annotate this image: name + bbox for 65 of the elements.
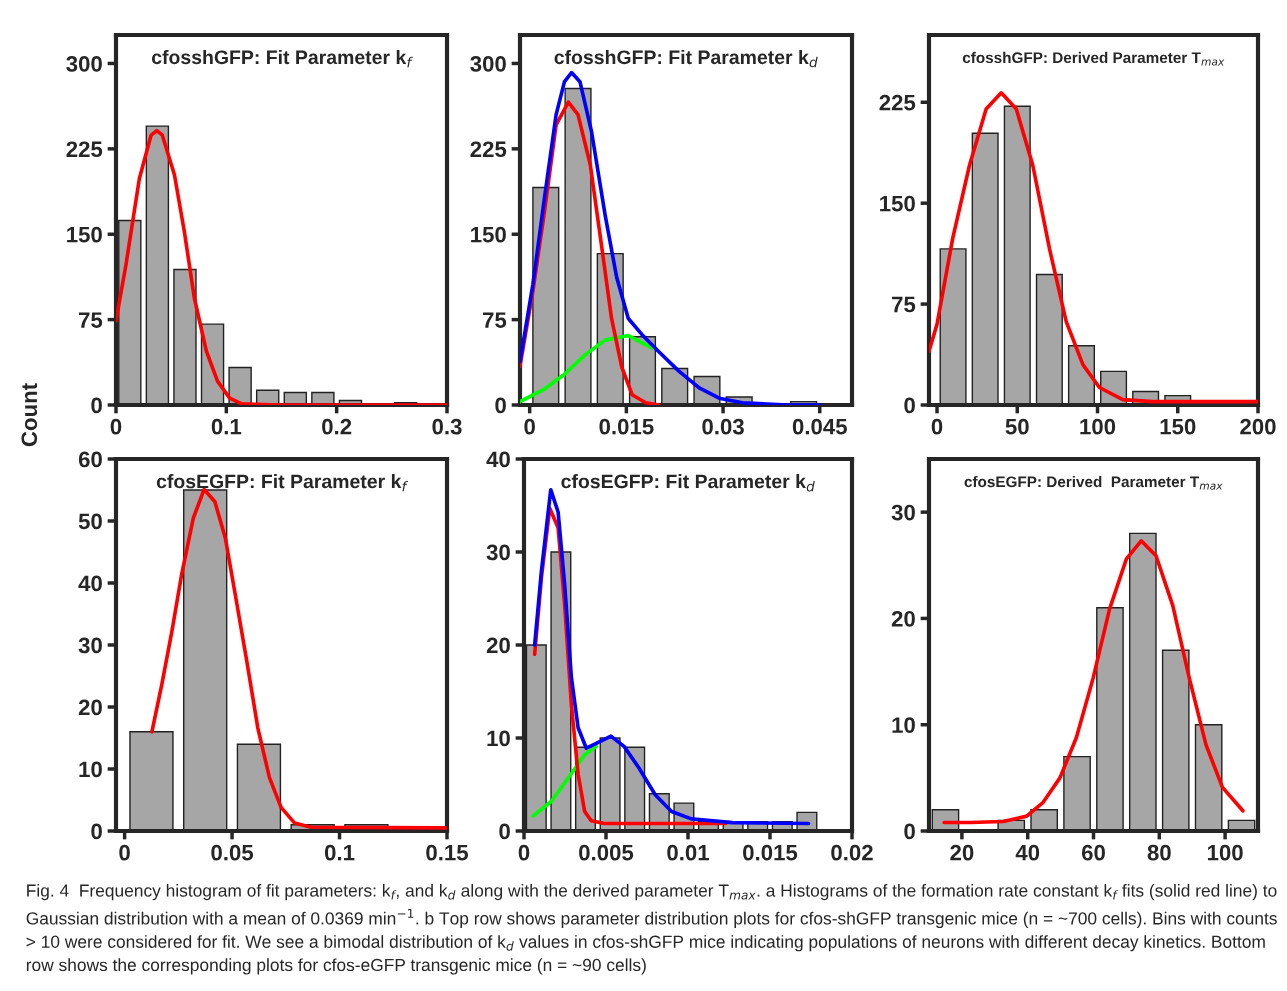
y-tick-label: 40 bbox=[78, 575, 102, 592]
x-tick-label: 20 bbox=[950, 844, 974, 861]
x-tick-label: 0.1 bbox=[211, 418, 242, 435]
y-tick-label: 300 bbox=[470, 56, 506, 72]
y-tick-label: 75 bbox=[79, 312, 103, 328]
y-tick-label: 0 bbox=[499, 823, 510, 840]
x-tick-label: 0.15 bbox=[426, 844, 469, 861]
x-tick-label: 0.01 bbox=[667, 844, 710, 861]
text: cfosEGFP: Derived Parameter T$_{max}$ bbox=[964, 475, 1223, 490]
text: cfosshGFP: Fit Parameter k$_{f}$ bbox=[151, 49, 413, 68]
x-tick-label: 0.015 bbox=[599, 418, 654, 435]
y-tick-label: 20 bbox=[78, 699, 102, 716]
x-tick-label: 50 bbox=[1005, 418, 1029, 435]
y-tick-label: 0 bbox=[91, 397, 102, 414]
text: cfosEGFP: Fit Parameter k$_{f}$ bbox=[156, 474, 409, 492]
y-tick-label: 0 bbox=[904, 823, 915, 840]
y-tick-label: 225 bbox=[470, 141, 507, 158]
x-tick-label: 0.015 bbox=[743, 844, 798, 861]
y-tick-label: 50 bbox=[78, 513, 102, 530]
x-tick-label: 0 bbox=[518, 844, 530, 861]
y-tick-label: 40 bbox=[486, 451, 510, 468]
y-tick-label: 30 bbox=[891, 504, 915, 521]
text: cfosEGFP: Fit Parameter k$_{d}$ bbox=[561, 474, 815, 492]
x-tick-label: 0.03 bbox=[702, 418, 744, 435]
y-tick-label: 0 bbox=[495, 397, 506, 414]
x-tick-label: 0.1 bbox=[324, 844, 355, 861]
y-tick-label: 150 bbox=[67, 226, 102, 243]
y-tick-label: 30 bbox=[78, 637, 102, 654]
y-tick-label: 20 bbox=[486, 637, 510, 654]
y-tick-label: 10 bbox=[487, 730, 510, 747]
x-tick-label: 0 bbox=[524, 418, 535, 435]
x-tick-label: 0.005 bbox=[579, 844, 634, 861]
y-tick-label: 150 bbox=[471, 226, 506, 243]
y-tick-label: 225 bbox=[66, 141, 103, 158]
x-tick-label: 150 bbox=[1160, 418, 1196, 435]
y-tick-label: 0 bbox=[904, 397, 915, 414]
x-tick-label: 60 bbox=[1081, 844, 1105, 861]
x-tick-label: 0 bbox=[110, 418, 122, 435]
x-tick-label: 100 bbox=[1080, 418, 1116, 435]
x-tick-label: 0.05 bbox=[211, 844, 254, 861]
y-axis-title: Count bbox=[21, 383, 38, 447]
y-tick-label: 10 bbox=[892, 717, 915, 733]
x-tick-label: 0.045 bbox=[792, 418, 847, 435]
x-tick-label: 40 bbox=[1015, 844, 1040, 861]
y-tick-label: 10 bbox=[79, 761, 102, 778]
x-tick-label: 100 bbox=[1207, 844, 1243, 861]
y-tick-label: 0 bbox=[91, 823, 102, 840]
text: cfosshGFP: Fit Parameter k$_{d}$ bbox=[554, 49, 818, 68]
x-tick-label: 80 bbox=[1147, 844, 1171, 861]
y-tick-label: 60 bbox=[78, 451, 102, 468]
x-tick-label: 0.02 bbox=[831, 844, 873, 861]
y-tick-label: 150 bbox=[880, 195, 915, 212]
x-tick-label: 0 bbox=[931, 418, 943, 435]
x-tick-label: 200 bbox=[1240, 418, 1276, 435]
x-tick-label: 0 bbox=[119, 844, 130, 861]
y-tick-label: 30 bbox=[486, 544, 510, 561]
y-tick-label: 75 bbox=[892, 296, 916, 313]
x-tick-label: 0.2 bbox=[322, 418, 352, 435]
x-tick-label: 0.3 bbox=[432, 418, 462, 435]
y-tick-label: 300 bbox=[66, 56, 102, 72]
y-tick-label: 20 bbox=[891, 610, 915, 627]
y-tick-label: 225 bbox=[879, 94, 916, 111]
text: Fig. 4 Frequency histogram of fit parameters: k$_{f}$, and k$_{d}$ along with the derived parameter T$_{max}$. a Histograms of the formation rate constant k$_{f}$ fits (solid red line) to Gaussian distribution with a mean of 0.0369 min$^{−1}$. b Top row shows parameter distribution plots for cfos-shGFP transgenic mice (n = ~700 cells). Bins with counts > 10 were considered for fit. We see a bimodal distribution of k$_{d}$ values in cfos-shGFP mice indicating populations of neurons with different decay kinetics. Bottom row shows the corresponding plots for cfos-eGFP transgenic mice (n = ~90 cells) bbox=[26, 883, 1277, 975]
text: cfosshGFP: Derived Parameter T$_{max}$ bbox=[962, 51, 1225, 66]
y-tick-label: 75 bbox=[483, 312, 507, 328]
